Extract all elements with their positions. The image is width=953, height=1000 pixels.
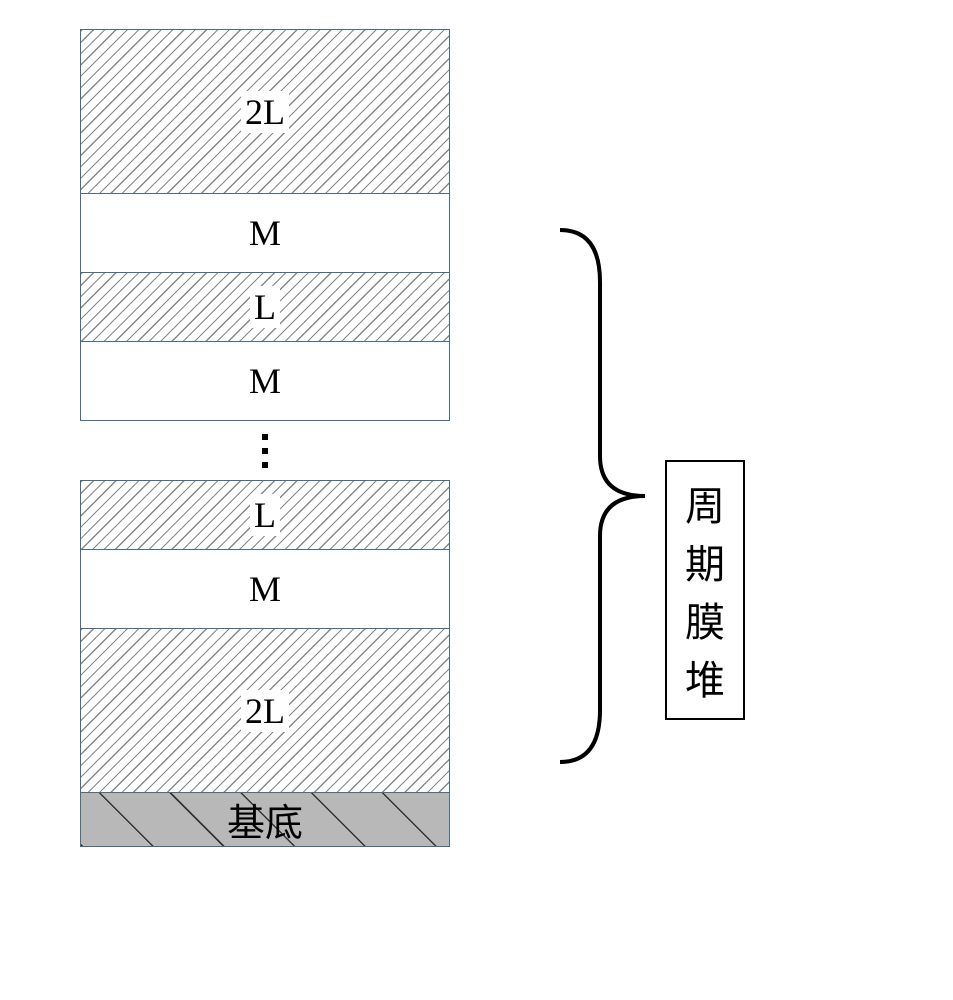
layer-top-2L: 2L xyxy=(80,29,450,194)
layer-label: M xyxy=(245,568,285,610)
brace-annotation: 周期膜堆 xyxy=(665,460,745,720)
layer-m2: M xyxy=(80,341,450,421)
layer-bot-2L: 2L xyxy=(80,628,450,793)
layer-label: M xyxy=(245,360,285,402)
brace-annotation-text: 周期膜堆 xyxy=(685,485,725,703)
layer-m1: M xyxy=(80,193,450,273)
layer-label: 基底 xyxy=(227,792,303,847)
layer-substrate: 基底 xyxy=(80,792,450,847)
layer-l1: L xyxy=(80,272,450,342)
layer-label: L xyxy=(250,286,280,328)
layer-m3: M xyxy=(80,549,450,629)
layer-l2: L xyxy=(80,480,450,550)
brace-path xyxy=(560,230,645,762)
layer-stack: 2L M L M L M 2L 基底 xyxy=(80,30,450,847)
layer-stack-diagram: 2L M L M L M 2L 基底 xyxy=(80,30,450,847)
brace xyxy=(550,222,670,770)
layer-label: M xyxy=(245,212,285,254)
layer-label: 2L xyxy=(241,690,289,732)
layer-label: 2L xyxy=(241,91,289,133)
vertical-ellipsis xyxy=(80,421,450,481)
layer-label: L xyxy=(250,494,280,536)
